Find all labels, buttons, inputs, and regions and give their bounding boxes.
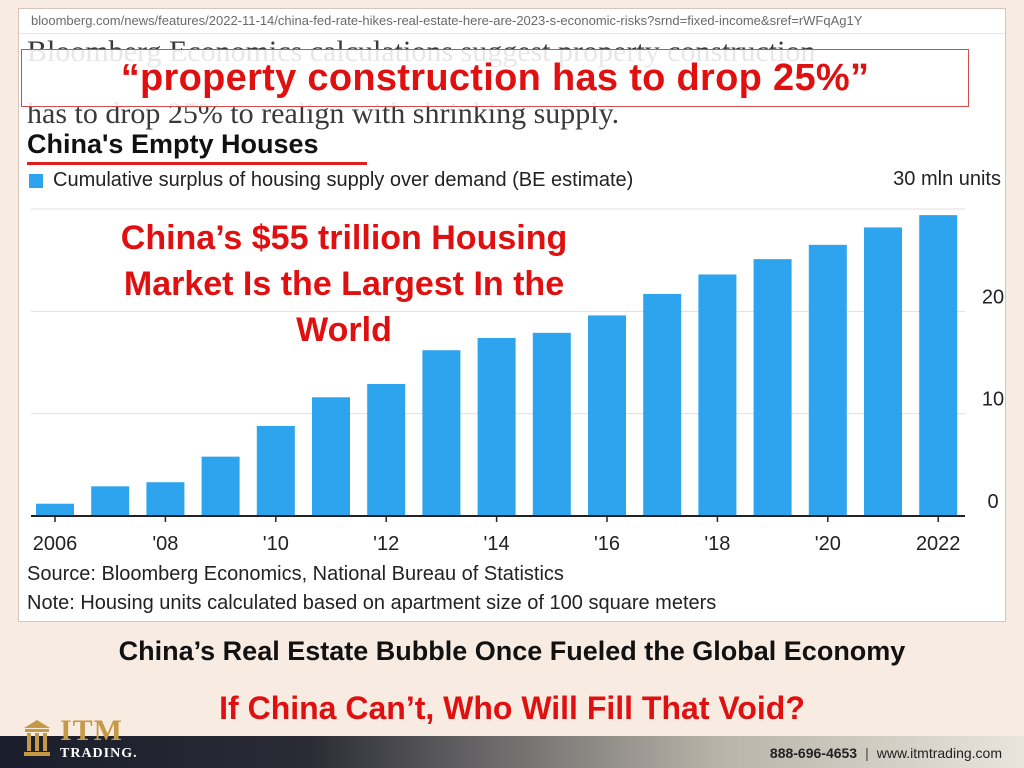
y-axis-unit-label: 30 mln units (893, 168, 1001, 190)
bar-2012 (367, 383, 406, 516)
bar-2022 (919, 215, 958, 516)
bar-2021 (864, 227, 902, 517)
overlay-line-1: China’s $55 trillion Housing (120, 219, 568, 257)
bar-2018 (698, 274, 737, 516)
logo-title: ITM (60, 714, 123, 747)
x-tick-label: '08 (152, 533, 178, 555)
website-link[interactable]: www.itmtrading.com (876, 745, 1002, 761)
source-url[interactable]: bloomberg.com/news/features/2022-11-14/c… (31, 13, 863, 28)
banner-headline: China’s Real Estate Bubble Once Fueled t… (118, 636, 906, 666)
x-tick-label: '20 (815, 533, 841, 555)
overlay-line-3: World (296, 311, 392, 349)
bar-2010 (256, 425, 295, 516)
bar-2009 (201, 456, 240, 516)
bar-2006 (36, 503, 74, 516)
x-tick-label: '10 (263, 533, 289, 555)
legend-square-icon (29, 173, 43, 188)
bar-2013 (422, 350, 461, 516)
banner-question: If China Can’t, Who Will Fill That Void? (219, 690, 805, 726)
bar-2014 (477, 337, 516, 516)
phone-number[interactable]: 888-696-4653 (769, 745, 858, 761)
quote-callout-text: “property construction has to drop 25%” (120, 56, 870, 99)
x-tick-label: '16 (594, 533, 620, 555)
chart-title: China's Empty Houses (27, 129, 319, 159)
bar-chart: 2006 '08 '10 '12 '14 '16 '18 '20 2022 0 10 20 (31, 208, 1004, 555)
bar-2016 (588, 315, 626, 516)
overlay-headline: China’s $55 trillion Housing Market Is t… (55, 215, 633, 353)
bar-2017 (643, 293, 682, 516)
y-tick-label: 10 (982, 389, 1004, 411)
bar-2019 (753, 259, 792, 516)
x-tick-label: '14 (484, 533, 510, 555)
url-divider (19, 33, 1005, 34)
logo-pillar-icon (24, 720, 50, 756)
y-tick-label: 20 (982, 286, 1004, 308)
bar-2020 (808, 244, 847, 517)
itm-trading-logo[interactable]: ITM TRADING. (16, 712, 146, 764)
logo-subtitle: TRADING. (60, 746, 138, 761)
bar-2007 (91, 486, 130, 516)
chart-note: Note: Housing units calculated based on … (27, 592, 717, 614)
bar-2011 (312, 397, 350, 516)
article-screenshot: bloomberg.com/news/features/2022-11-14/c… (18, 8, 1006, 622)
bar-2008 (146, 482, 185, 516)
overlay-line-2: Market Is the Largest In the (123, 265, 565, 303)
y-tick-label: 0 (987, 491, 998, 513)
legend-label: Cumulative surplus of housing supply ove… (53, 169, 634, 191)
contact-separator: | (865, 745, 869, 761)
contact-info: 888-696-4653 | www.itmtrading.com (770, 745, 1002, 761)
chart-legend: Cumulative surplus of housing supply ove… (29, 169, 633, 192)
x-tick-label: 2006 (33, 533, 78, 555)
x-tick-label: '12 (373, 533, 399, 555)
x-tick-label: '18 (704, 533, 730, 555)
title-underline (27, 162, 367, 165)
x-tick-label: 2022 (916, 533, 961, 555)
quote-callout: “property construction has to drop 25%” (21, 49, 969, 107)
footer-bar (0, 736, 1024, 768)
bar-2015 (532, 332, 571, 516)
chart-source: Source: Bloomberg Economics, National Bu… (27, 563, 564, 585)
